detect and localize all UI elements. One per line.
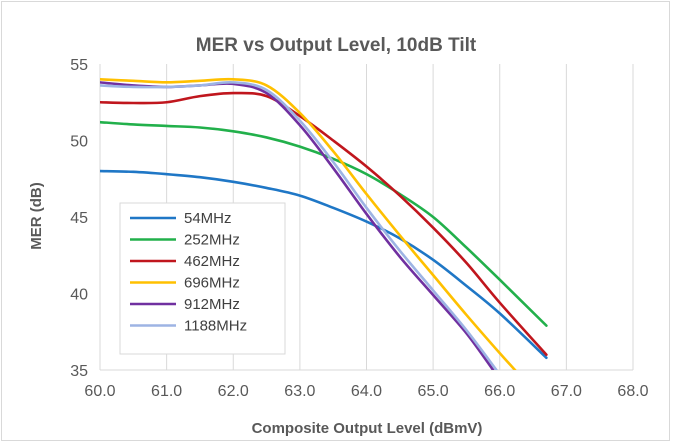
y-tick-label: 45 <box>70 210 88 227</box>
legend-label: 252MHz <box>184 232 240 249</box>
y-tick-label: 40 <box>70 287 88 304</box>
x-tick-label: 63.0 <box>284 383 315 400</box>
x-tick-label: 62.0 <box>218 383 249 400</box>
series-line-54mhz <box>100 169 548 360</box>
x-axis-title: Composite Output Level (dBmV) <box>252 420 483 437</box>
series-layer <box>100 77 548 370</box>
legend-label: 462MHz <box>184 253 240 270</box>
legend-label: 912MHz <box>184 296 240 313</box>
legend-box <box>119 202 286 355</box>
x-tick-label: 68.0 <box>617 383 648 400</box>
series-line-462mhz <box>100 91 548 356</box>
legend-label: 54MHz <box>184 210 232 227</box>
y-tick-label: 35 <box>70 363 88 380</box>
grid-layer <box>99 64 634 371</box>
series-line-696mhz <box>100 77 517 370</box>
x-tick-label: 65.0 <box>418 383 449 400</box>
x-tick-label: 66.0 <box>484 383 515 400</box>
x-tick-label: 60.0 <box>84 383 115 400</box>
series-line-252mhz <box>100 120 548 327</box>
legend-label: 1188MHz <box>184 318 247 335</box>
tick-layer: 60.0 61.0 62.0 63.0 64.0 65.0 66.0 67.0 68.0 35 40… <box>70 57 648 400</box>
x-tick-label: 67.0 <box>551 383 582 400</box>
y-tick-label: 50 <box>70 134 88 151</box>
y-tick-label: 55 <box>70 57 88 74</box>
x-tick-label: 61.0 <box>151 383 182 400</box>
x-tick-label: 64.0 <box>351 383 382 400</box>
series-line-1188mhz <box>100 80 498 370</box>
y-axis-title: MER (dB) <box>28 182 45 250</box>
legend: 54MHz 252MHz 462MHz 696MHz 912MHz 1188MHz <box>119 202 286 355</box>
legend-label: 696MHz <box>184 275 240 292</box>
chart-title: MER vs Output Level, 10dB Tilt <box>196 35 477 56</box>
